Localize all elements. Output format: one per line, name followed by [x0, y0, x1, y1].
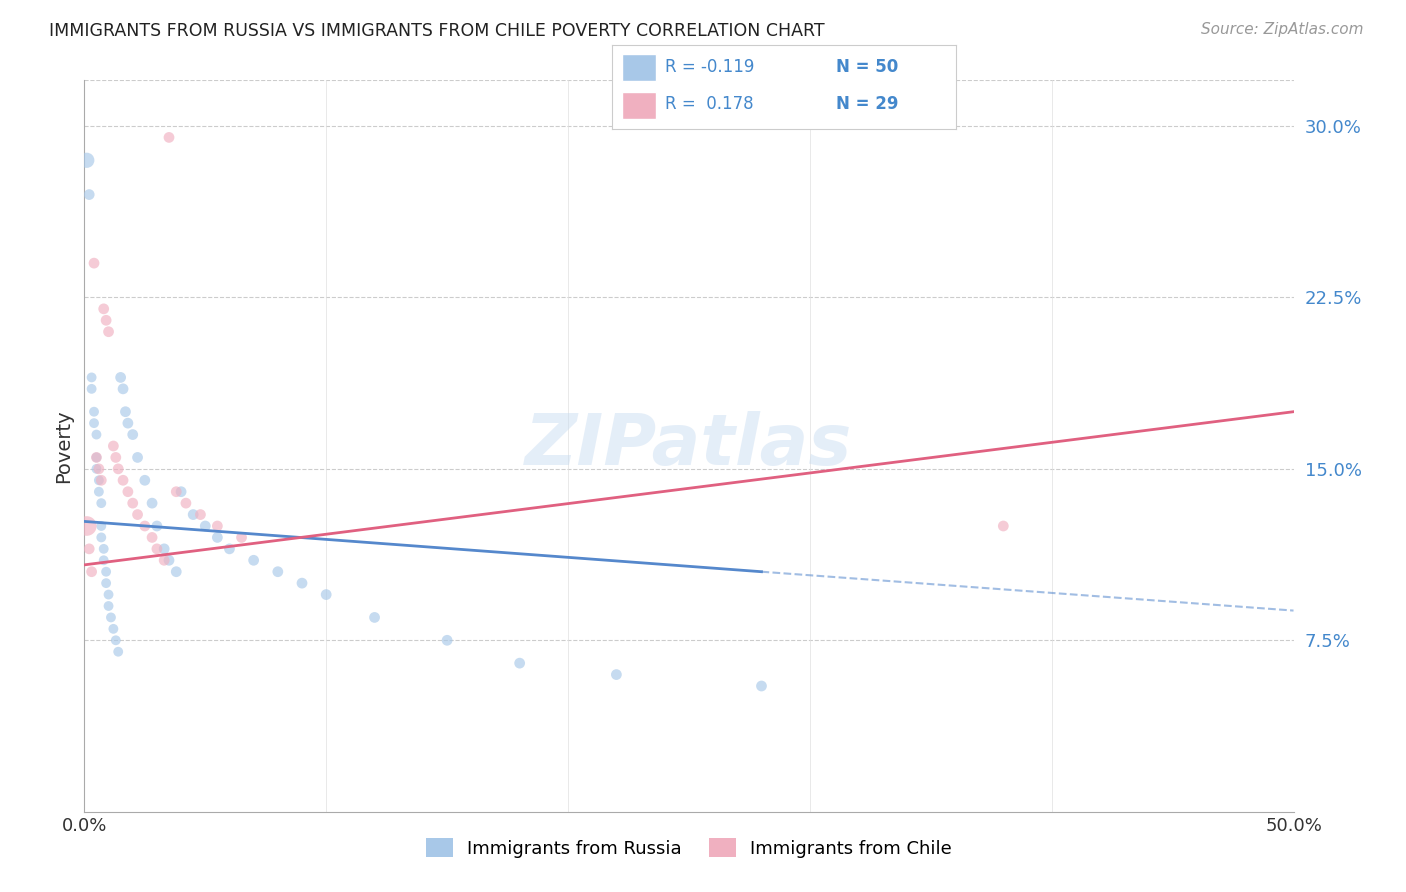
Point: [141, 530, 163, 544]
Point: [267, 565, 290, 579]
Point: [110, 370, 132, 384]
Point: [83, 405, 105, 419]
Point: [87, 462, 110, 476]
Point: [97, 599, 120, 613]
Point: [134, 519, 156, 533]
Y-axis label: Poverty: Poverty: [55, 409, 73, 483]
Point: [90, 473, 112, 487]
Point: [751, 679, 773, 693]
Point: [90, 496, 112, 510]
Point: [194, 519, 217, 533]
Point: [291, 576, 314, 591]
Point: [93, 301, 115, 316]
Point: [90, 519, 112, 533]
Point: [80, 565, 103, 579]
Legend: Immigrants from Russia, Immigrants from Chile: Immigrants from Russia, Immigrants from …: [419, 831, 959, 865]
Point: [174, 496, 197, 510]
Point: [76, 153, 98, 168]
Point: [181, 508, 204, 522]
Point: [146, 519, 169, 533]
Text: N = 50: N = 50: [835, 59, 898, 77]
Point: [153, 541, 176, 556]
Point: [157, 553, 180, 567]
Point: [363, 610, 385, 624]
Point: [104, 633, 127, 648]
Point: [112, 473, 135, 487]
Point: [93, 541, 115, 556]
Point: [83, 256, 105, 270]
Bar: [621, 92, 657, 120]
Point: [93, 553, 115, 567]
Point: [80, 382, 103, 396]
Point: [141, 496, 163, 510]
Point: [107, 645, 129, 659]
Point: [94, 313, 117, 327]
Point: [165, 565, 187, 579]
Point: [127, 508, 149, 522]
Point: [103, 439, 125, 453]
Point: [231, 530, 253, 544]
Point: [87, 484, 110, 499]
Text: N = 29: N = 29: [835, 95, 898, 113]
Point: [76, 519, 98, 533]
Point: [207, 530, 229, 544]
Point: [112, 382, 135, 396]
Point: [605, 667, 627, 681]
Point: [117, 484, 139, 499]
Point: [103, 622, 125, 636]
Point: [242, 553, 264, 567]
Point: [153, 553, 176, 567]
Point: [86, 462, 108, 476]
Point: [509, 656, 531, 670]
Point: [97, 588, 120, 602]
Point: [104, 450, 127, 465]
Point: [86, 450, 108, 465]
Point: [170, 484, 193, 499]
Bar: [621, 54, 657, 81]
Point: [315, 588, 337, 602]
Text: IMMIGRANTS FROM RUSSIA VS IMMIGRANTS FROM CHILE POVERTY CORRELATION CHART: IMMIGRANTS FROM RUSSIA VS IMMIGRANTS FRO…: [49, 22, 825, 40]
Text: R = -0.119: R = -0.119: [665, 59, 755, 77]
Point: [94, 576, 117, 591]
Point: [207, 519, 229, 533]
Point: [80, 370, 103, 384]
Point: [107, 462, 129, 476]
Point: [165, 484, 187, 499]
Point: [121, 496, 143, 510]
Point: [83, 416, 105, 430]
Point: [117, 416, 139, 430]
Point: [218, 541, 240, 556]
Point: [77, 187, 100, 202]
Point: [121, 427, 143, 442]
Point: [127, 450, 149, 465]
Point: [100, 610, 122, 624]
Point: [114, 405, 136, 419]
Point: [190, 508, 212, 522]
Point: [134, 473, 156, 487]
Text: ZIPatlas: ZIPatlas: [526, 411, 852, 481]
Text: Source: ZipAtlas.com: Source: ZipAtlas.com: [1201, 22, 1364, 37]
Point: [97, 325, 120, 339]
Point: [94, 565, 117, 579]
Point: [436, 633, 458, 648]
Point: [146, 541, 169, 556]
Point: [993, 519, 1015, 533]
Point: [157, 130, 180, 145]
Point: [77, 541, 100, 556]
Text: R =  0.178: R = 0.178: [665, 95, 754, 113]
Point: [87, 473, 110, 487]
Point: [86, 450, 108, 465]
Point: [86, 427, 108, 442]
Point: [90, 530, 112, 544]
